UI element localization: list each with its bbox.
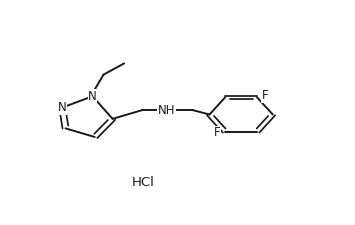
Text: F: F (262, 89, 268, 102)
Text: HCl: HCl (132, 176, 155, 189)
Text: NH: NH (158, 104, 176, 117)
Text: F: F (214, 126, 220, 139)
Text: N: N (58, 101, 67, 114)
Text: N: N (88, 90, 97, 103)
